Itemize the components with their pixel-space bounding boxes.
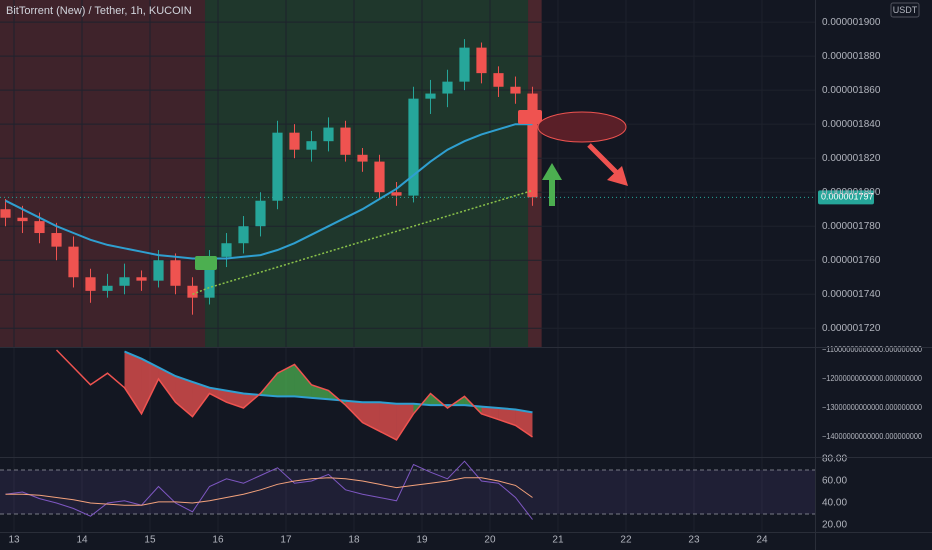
x-tick-label: 19 [416, 535, 428, 546]
y-tick-label: 80.00 [822, 454, 847, 465]
candle-body [323, 127, 334, 142]
candle-body [527, 93, 538, 198]
histogram-fill [209, 387, 227, 403]
last-price-label: 0.000001797 [821, 192, 874, 202]
y-tick-label: 60.00 [822, 476, 847, 487]
y-tick-label: 0.000001800 [822, 187, 881, 198]
candle-body [51, 233, 62, 247]
x-tick-label: 23 [688, 535, 700, 546]
x-tick-label: 20 [484, 535, 496, 546]
candle-body [0, 209, 11, 218]
down-arrow [587, 143, 620, 176]
indicator-average [5, 477, 533, 506]
x-tick-label: 24 [756, 535, 768, 546]
indicator-line [55, 349, 533, 441]
y-tick-label: 0.000001840 [822, 119, 881, 130]
histogram-fill [294, 364, 312, 398]
histogram-fill [124, 351, 142, 414]
y-tick-label: −12000000000000.000000000 [822, 374, 922, 383]
candle-body [357, 154, 368, 162]
y-tick-label: 0.000001760 [822, 255, 881, 266]
y-tick-label: 0.000001880 [822, 51, 881, 62]
histogram-fill [175, 376, 193, 417]
candle-body [340, 127, 351, 155]
currency-badge [890, 2, 920, 18]
candle-body [510, 86, 521, 94]
histogram-fill [379, 402, 397, 440]
y-tick-label: 0.000001740 [822, 289, 881, 300]
x-tick-label: 15 [144, 535, 156, 546]
y-tick-label: 0.000001860 [822, 85, 881, 96]
candle-body [153, 260, 164, 281]
candle-body [459, 47, 470, 82]
histogram-fill [515, 409, 533, 437]
x-tick-label: 14 [76, 535, 88, 546]
candle-body [17, 217, 28, 222]
candle-body [493, 73, 504, 87]
y-tick-label: −14000000000000.000000000 [822, 432, 922, 441]
up-arrow-head [542, 163, 562, 180]
candle-body [408, 98, 419, 196]
candle-body [238, 226, 249, 244]
x-tick-label: 13 [8, 535, 20, 546]
candle-body [102, 285, 113, 291]
candle-body [68, 246, 79, 278]
candle-body [170, 260, 181, 286]
candle-body [255, 200, 266, 227]
sell-flag [518, 110, 542, 124]
y-tick-label: 0.000001900 [822, 17, 881, 28]
moving-average [192, 189, 533, 295]
y-tick-label: 40.00 [822, 498, 847, 509]
y-tick-label: −13000000000000.000000000 [822, 403, 922, 412]
histogram-fill [277, 364, 295, 397]
candle-body [204, 256, 215, 298]
candle-body [136, 277, 147, 281]
indicator-line [5, 460, 533, 520]
candle-body [221, 243, 232, 257]
y-tick-label: 0.000001780 [822, 221, 881, 232]
candle-body [289, 132, 300, 150]
candle-body [34, 221, 45, 234]
annotations: BitTorrent (New) / Tether, 1h, KUCOIN US… [6, 2, 920, 270]
histogram-fill [158, 367, 176, 403]
candle-body [119, 277, 130, 286]
signal-line [124, 350, 533, 414]
candle-body [425, 93, 436, 99]
candle-body [476, 47, 487, 74]
y-tick-label: −11000000000000.000000000 [822, 345, 922, 354]
x-tick-label: 17 [280, 535, 292, 546]
last-price-badge [818, 190, 874, 205]
y-tick-label: 0.000001820 [822, 153, 881, 164]
target-ellipse [537, 111, 627, 143]
moving-average [5, 123, 533, 260]
candle-body [374, 161, 385, 193]
buy-flag [195, 256, 217, 270]
histogram-fill [481, 406, 499, 420]
candle-body [272, 132, 283, 201]
x-tick-label: 21 [552, 535, 564, 546]
x-tick-label: 16 [212, 535, 224, 546]
down-arrow-head [607, 166, 628, 186]
candle-body [391, 192, 402, 196]
x-tick-label: 22 [620, 535, 632, 546]
candle-body [187, 285, 198, 298]
histogram-fill [141, 358, 159, 414]
candle-body [442, 81, 453, 94]
x-tick-label: 18 [348, 535, 360, 546]
currency-label: USDT [893, 5, 918, 15]
signal-region [205, 0, 529, 347]
chart-title: BitTorrent (New) / Tether, 1h, KUCOIN [6, 5, 192, 17]
candle-body [306, 141, 317, 150]
signal-region [0, 0, 206, 347]
candle-body [85, 277, 96, 291]
histogram-fill [192, 381, 210, 417]
y-tick-label: 0.000001720 [822, 323, 881, 334]
histogram-fill [311, 384, 329, 400]
y-tick-label: 20.00 [822, 520, 847, 531]
histogram-fill [396, 403, 414, 440]
